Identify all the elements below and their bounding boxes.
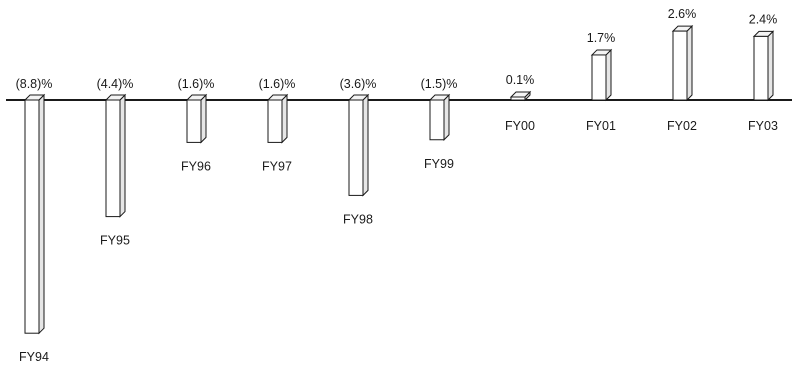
value-label-fy97: (1.6)%: [259, 77, 296, 91]
bar-fy98: [347, 93, 370, 197]
bar-side-face: [38, 93, 45, 335]
category-label-fy99: FY99: [424, 157, 454, 171]
bar-side-face: [686, 24, 693, 102]
bar-fy00: [509, 90, 532, 102]
bar-side-face: [200, 93, 207, 144]
bar-front-face: [267, 99, 283, 143]
bar-front-face: [348, 99, 364, 196]
bar-front-face: [105, 99, 121, 218]
category-label-fy03: FY03: [748, 119, 778, 133]
bar-fy96: [185, 93, 208, 144]
value-label-fy03: 2.4%: [749, 12, 778, 26]
category-label-fy97: FY97: [262, 159, 292, 173]
bar-fy95: [104, 93, 127, 218]
bar-side-face: [362, 93, 369, 197]
bar-front-face: [24, 99, 40, 334]
value-label-fy00: 0.1%: [506, 73, 535, 87]
value-label-fy95: (4.4)%: [97, 77, 134, 91]
category-label-fy96: FY96: [181, 159, 211, 173]
bar-side-face: [443, 93, 450, 141]
value-label-fy01: 1.7%: [587, 31, 616, 45]
bar-fy94: [23, 93, 46, 335]
category-label-fy02: FY02: [667, 119, 697, 133]
bar-front-face: [186, 99, 202, 143]
bar-front-face: [591, 54, 607, 101]
category-label-fy01: FY01: [586, 119, 616, 133]
bar-side-face: [119, 93, 126, 218]
bar-side-face: [281, 93, 288, 144]
category-label-fy98: FY98: [343, 212, 373, 226]
bar-side-face: [767, 30, 774, 102]
bar-side-face: [605, 48, 612, 102]
value-label-fy94: (8.8)%: [16, 77, 53, 91]
category-label-fy94: FY94: [19, 350, 49, 364]
category-label-fy00: FY00: [505, 119, 535, 133]
value-label-fy02: 2.6%: [668, 7, 697, 21]
bar-fy03: [752, 30, 775, 102]
bar-fy99: [428, 93, 451, 141]
bar-front-face: [753, 35, 769, 101]
bar-front-face: [429, 99, 445, 141]
value-label-fy96: (1.6)%: [178, 77, 215, 91]
bar-front-face: [510, 96, 526, 101]
bar-fy01: [590, 48, 613, 102]
value-label-fy98: (3.6)%: [340, 77, 377, 91]
category-label-fy95: FY95: [100, 234, 130, 248]
bar-fy97: [266, 93, 289, 144]
value-label-fy99: (1.5)%: [421, 77, 458, 91]
bar-front-face: [672, 30, 688, 101]
bar-fy02: [671, 24, 694, 102]
